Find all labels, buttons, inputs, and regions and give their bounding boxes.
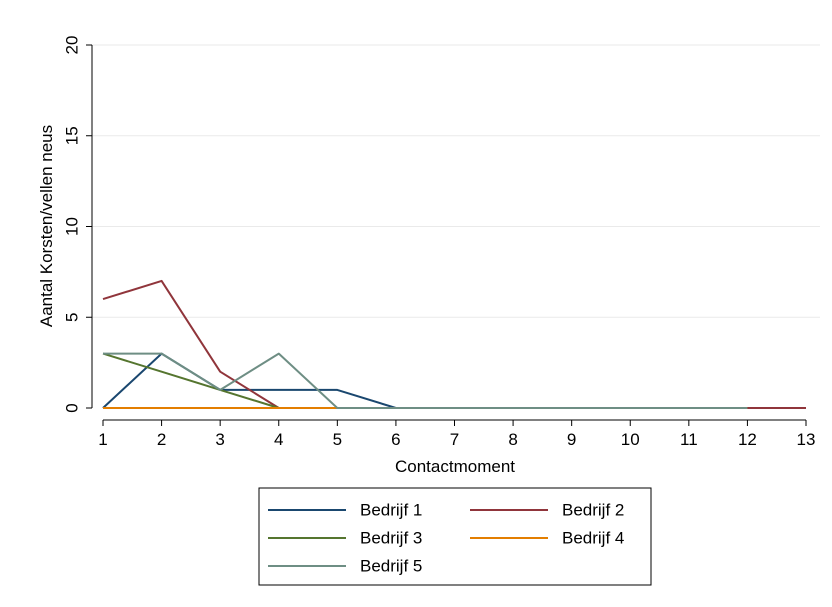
legend-box bbox=[258, 487, 652, 586]
series-line-bedrijf-1 bbox=[102, 352, 748, 409]
x-tick-label: 5 bbox=[333, 430, 342, 449]
series-line-bedrijf-5 bbox=[103, 352, 748, 409]
x-tick-label: 7 bbox=[450, 430, 459, 449]
legend-label: Bedrijf 1 bbox=[360, 501, 422, 520]
legend-label: Bedrijf 4 bbox=[562, 529, 624, 548]
y-tick-label: 10 bbox=[63, 217, 82, 236]
series-lines bbox=[102, 279, 806, 409]
y-tick-label: 20 bbox=[63, 36, 82, 55]
legend-label: Bedrijf 2 bbox=[562, 501, 624, 520]
x-tick-label: 3 bbox=[215, 430, 224, 449]
x-tick-label: 4 bbox=[274, 430, 283, 449]
x-tick-label: 12 bbox=[738, 430, 757, 449]
y-tick-label: 15 bbox=[63, 126, 82, 145]
x-tick-label: 1 bbox=[98, 430, 107, 449]
y-tick-label: 5 bbox=[63, 313, 82, 322]
x-tick-label: 6 bbox=[391, 430, 400, 449]
x-tick-label: 13 bbox=[797, 430, 816, 449]
x-ticks: 1 2 3 4 5 6 7 8 9 10 11 12 13 bbox=[98, 420, 815, 449]
grid-lines bbox=[92, 44, 820, 318]
series-line-bedrijf-2 bbox=[102, 279, 806, 409]
legend: Bedrijf 1 Bedrijf 2 Bedrijf 3 Bedrijf 4 Bedr… bbox=[258, 487, 652, 586]
x-tick-label: 11 bbox=[680, 430, 698, 449]
axes bbox=[91, 45, 806, 421]
x-axis-title: Contactmoment bbox=[395, 457, 515, 476]
legend-label: Bedrijf 5 bbox=[360, 557, 422, 576]
legend-label: Bedrijf 3 bbox=[360, 529, 422, 548]
y-axis-title: Aantal Korsten/vellen neus bbox=[37, 125, 56, 327]
y-tick-label: 0 bbox=[63, 403, 82, 412]
x-tick-label: 9 bbox=[567, 430, 576, 449]
x-tick-label: 10 bbox=[621, 430, 640, 449]
x-tick-label: 2 bbox=[157, 430, 166, 449]
series-line-bedrijf-3 bbox=[102, 352, 748, 409]
x-tick-label: 8 bbox=[508, 430, 517, 449]
y-ticks: 0 5 10 15 20 bbox=[63, 36, 92, 413]
